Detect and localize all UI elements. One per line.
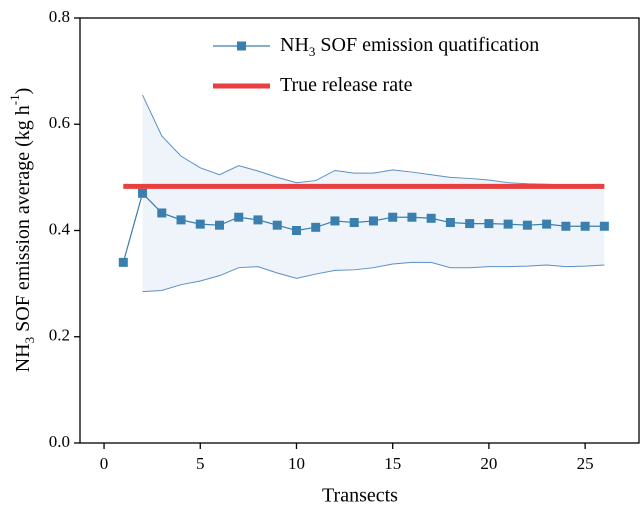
legend-marker [237, 41, 246, 51]
text-part: True release rate [280, 74, 413, 96]
data-point [407, 212, 417, 222]
x-axis-title: Transects [322, 485, 398, 507]
data-point [157, 208, 167, 218]
data-point [522, 220, 532, 230]
x-tick-label: 20 [480, 454, 497, 473]
data-point [215, 220, 225, 230]
text-part: -1 [7, 94, 22, 105]
data-point [311, 222, 321, 232]
data-point [234, 212, 244, 222]
data-point [176, 215, 186, 225]
data-point [542, 219, 552, 229]
y-tick-label: 0.4 [49, 219, 71, 238]
y-axis-title: NH3 SOF emission average (kg h-1) [7, 88, 37, 373]
x-tick-label: 25 [577, 454, 594, 473]
band-lower [142, 261, 605, 293]
y-tick-label: 0.2 [49, 326, 70, 345]
data-point [291, 226, 301, 235]
x-tick-label: 0 [100, 454, 109, 473]
data-point [138, 188, 148, 198]
text-part: ) [12, 88, 34, 95]
data-point [368, 216, 378, 226]
data-point [195, 219, 205, 229]
y-tick-label: 0.0 [49, 432, 70, 451]
data-point [503, 219, 513, 229]
data-point [580, 221, 590, 231]
text-part: NH [12, 343, 34, 372]
data-point [118, 257, 128, 267]
confidence-band [142, 95, 605, 292]
data-point [272, 220, 282, 230]
legend-label: True release rate [280, 74, 413, 96]
legend-label: NH3 SOF emission quatification [280, 34, 539, 60]
x-tick-label: 5 [196, 454, 205, 473]
y-tick-label: 0.6 [49, 113, 70, 132]
data-point [484, 219, 494, 229]
text-part: 3 [22, 337, 37, 344]
data-point [465, 219, 475, 229]
data-point [388, 212, 398, 222]
text-part: 3 [309, 44, 316, 59]
band-upper [142, 94, 605, 187]
data-point [253, 215, 263, 225]
data-point [426, 213, 436, 223]
text-part: SOF emission average (kg h [12, 105, 34, 337]
data-point [349, 218, 359, 228]
y-tick-label: 0.8 [49, 7, 70, 26]
text-part: NH [280, 34, 309, 56]
data-point [445, 218, 455, 228]
data-point [561, 221, 571, 231]
x-tick-label: 10 [288, 454, 305, 473]
data-point [599, 221, 609, 231]
text-part: SOF emission quatification [315, 34, 539, 56]
data-point [330, 216, 340, 226]
x-tick-label: 15 [384, 454, 401, 473]
